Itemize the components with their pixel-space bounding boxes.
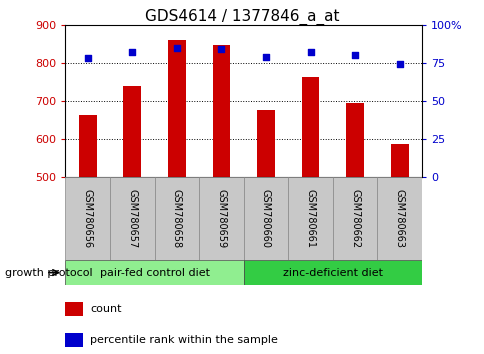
Text: GSM780657: GSM780657 — [127, 189, 137, 248]
Bar — [79, 115, 96, 177]
Point — [217, 46, 225, 52]
Bar — [390, 143, 408, 177]
Bar — [123, 86, 141, 177]
Bar — [332, 177, 377, 260]
Bar — [287, 177, 332, 260]
Bar — [377, 177, 421, 260]
Bar — [199, 177, 243, 260]
Text: count: count — [90, 304, 121, 314]
Text: GSM780661: GSM780661 — [305, 189, 315, 248]
Text: GSM780662: GSM780662 — [349, 189, 359, 248]
Text: GSM780659: GSM780659 — [216, 189, 226, 248]
Bar — [65, 333, 83, 348]
Bar — [212, 45, 230, 177]
Text: pair-fed control diet: pair-fed control diet — [99, 268, 209, 278]
Point — [261, 54, 269, 59]
Bar — [154, 177, 199, 260]
Point — [350, 52, 358, 58]
Text: zinc-deficient diet: zinc-deficient diet — [282, 268, 382, 278]
Point — [395, 62, 403, 67]
Bar — [243, 260, 421, 285]
Point — [306, 49, 314, 55]
Point — [128, 49, 136, 55]
Bar — [65, 260, 243, 285]
Text: percentile rank within the sample: percentile rank within the sample — [90, 335, 278, 345]
Bar — [65, 302, 83, 316]
Text: GSM780660: GSM780660 — [260, 189, 271, 248]
Bar — [110, 177, 154, 260]
Bar — [167, 40, 185, 177]
Point — [84, 56, 91, 61]
Text: growth protocol: growth protocol — [5, 268, 92, 278]
Text: GSM780663: GSM780663 — [394, 189, 404, 248]
Bar — [65, 177, 110, 260]
Bar — [301, 77, 319, 177]
Text: GSM780658: GSM780658 — [171, 189, 182, 248]
Text: GDS4614 / 1377846_a_at: GDS4614 / 1377846_a_at — [145, 9, 339, 25]
Text: GSM780656: GSM780656 — [83, 189, 92, 248]
Bar — [346, 103, 363, 177]
Bar — [257, 110, 274, 177]
Point — [173, 45, 181, 50]
Bar — [243, 177, 287, 260]
